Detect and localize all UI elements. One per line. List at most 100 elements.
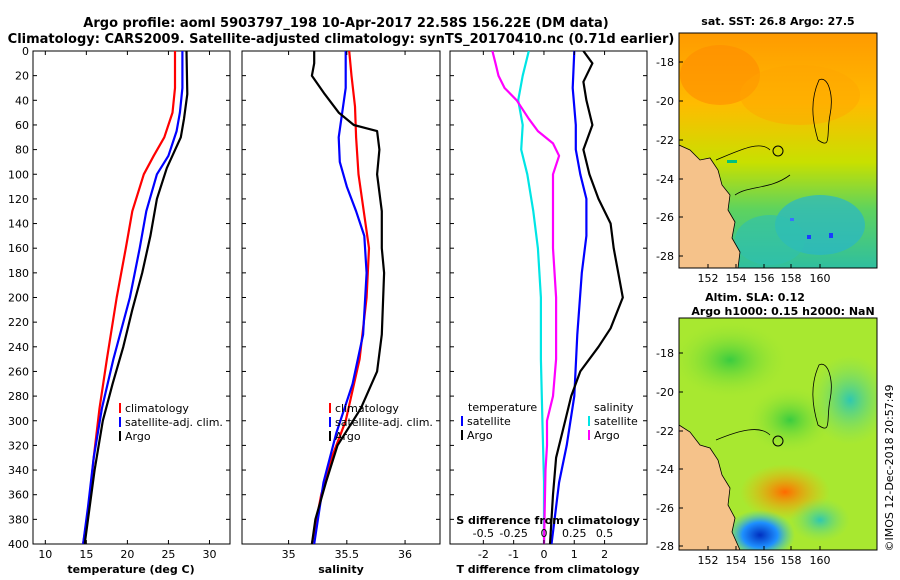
legend-label: satellite bbox=[467, 415, 511, 428]
legend-label: Argo bbox=[335, 430, 361, 443]
x-tick-label: -1 bbox=[508, 548, 519, 561]
legend-header-temperature: temperature bbox=[468, 401, 537, 414]
x-tick-label: 1 bbox=[571, 548, 578, 561]
temperature-series bbox=[82, 51, 189, 544]
lon-tick-label: 160 bbox=[810, 554, 831, 567]
depth-tick-label: 140 bbox=[8, 218, 29, 231]
depth-tick-label: 380 bbox=[8, 513, 29, 526]
sla-low-eddy bbox=[725, 510, 795, 550]
sla-patch bbox=[790, 498, 850, 542]
salinity-series bbox=[310, 51, 386, 544]
lon-tick-label: 152 bbox=[698, 554, 719, 567]
series-line-argo bbox=[83, 51, 189, 544]
sst-pixel bbox=[807, 235, 811, 239]
lat-tick-label: -28 bbox=[656, 540, 674, 553]
lon-tick-label: 160 bbox=[810, 272, 831, 285]
sla-map-frame bbox=[678, 317, 878, 551]
temperature-axes-frame bbox=[32, 50, 231, 545]
depth-tick-label: 320 bbox=[8, 439, 29, 452]
lat-tick-label: -24 bbox=[656, 463, 674, 476]
series-line-climatology bbox=[310, 51, 371, 544]
x-tick-label: 25 bbox=[161, 548, 175, 561]
bathymetry-contour bbox=[812, 363, 832, 429]
difference-series bbox=[491, 51, 624, 544]
bathymetry-contour bbox=[734, 174, 791, 196]
lon-tick-label: 152 bbox=[698, 272, 719, 285]
depth-tick-label: 20 bbox=[15, 70, 29, 83]
lon-tick-label: 158 bbox=[781, 272, 802, 285]
difference-axes-frame bbox=[449, 50, 648, 545]
x-tick-label: 20 bbox=[120, 548, 134, 561]
lat-tick-label: -22 bbox=[656, 425, 674, 438]
depth-tick-label: 360 bbox=[8, 489, 29, 502]
temperature-panel: 0 20 40 60 80 100 120 140 160 180 200 220 240 260 280 3… bbox=[8, 45, 231, 576]
x-tick-label: 15 bbox=[79, 548, 93, 561]
x-tick-label: 36 bbox=[398, 548, 412, 561]
lat-tick-label: -24 bbox=[656, 173, 674, 186]
series-line-t-satellite bbox=[550, 51, 588, 544]
legend-label: climatology bbox=[125, 402, 189, 415]
difference-top-axis-label: S difference from climatology bbox=[456, 514, 640, 527]
legend-label: satellite bbox=[594, 415, 638, 428]
sst-warm-patch bbox=[680, 45, 760, 105]
sst-map-frame bbox=[678, 32, 878, 269]
argo-position-marker bbox=[772, 145, 784, 157]
sla-patch bbox=[810, 355, 877, 445]
series-line-s-satellite bbox=[517, 51, 546, 544]
legend-label: climatology bbox=[335, 402, 399, 415]
legend-label: Argo bbox=[594, 429, 620, 442]
sst-cool-patch bbox=[735, 215, 805, 265]
depth-tick-label: 260 bbox=[8, 365, 29, 378]
depth-tick-label: 240 bbox=[8, 341, 29, 354]
lat-tick-label: -26 bbox=[656, 211, 674, 224]
lon-tick-label: 154 bbox=[726, 554, 747, 567]
depth-tick-label: 300 bbox=[8, 415, 29, 428]
series-line-t-argo bbox=[548, 51, 624, 544]
sst-warm-patch bbox=[740, 65, 860, 125]
depth-tick-label: 120 bbox=[8, 193, 29, 206]
series-line-satellite-adj-clim- bbox=[313, 51, 368, 544]
difference-panel: -2 -1 0 1 2 -0.5 -0.25 0 0.25 0.5 T difference fr… bbox=[449, 50, 648, 576]
argo-position-marker bbox=[772, 435, 784, 447]
lon-tick-label: 158 bbox=[781, 554, 802, 567]
depth-tick-label: 200 bbox=[8, 292, 29, 305]
series-line-argo bbox=[310, 51, 386, 544]
land-australia bbox=[679, 144, 741, 268]
top-tick-label: -0.5 bbox=[473, 527, 494, 540]
sla-map-title1: Altim. SLA: 0.12 bbox=[705, 291, 805, 304]
depth-tick-label: 340 bbox=[8, 464, 29, 477]
imos-credit: ©IMOS 12-Dec-2018 20:57:49 bbox=[883, 385, 896, 552]
lat-tick-label: -18 bbox=[656, 347, 674, 360]
depth-tick-label: 280 bbox=[8, 390, 29, 403]
lon-tick-label: 156 bbox=[754, 554, 775, 567]
x-tick-label: 35.5 bbox=[335, 548, 360, 561]
lat-tick-label: -26 bbox=[656, 502, 674, 515]
series-line-s-argo bbox=[491, 51, 561, 544]
sst-pixel bbox=[727, 160, 737, 163]
sst-pixel bbox=[790, 218, 794, 221]
x-tick-label: 0 bbox=[540, 548, 547, 561]
series-line-satellite-adj-clim- bbox=[82, 51, 184, 544]
bathymetry-contour bbox=[812, 78, 832, 144]
x-tick-label: -2 bbox=[478, 548, 489, 561]
land-australia bbox=[679, 424, 741, 550]
sla-map: Altim. SLA: 0.12 Argo h1000: 0.15 h2000:… bbox=[656, 291, 878, 567]
x-tick-label: 10 bbox=[38, 548, 52, 561]
lat-tick-label: -20 bbox=[656, 95, 674, 108]
sst-map-ticks: -18 -20 -22 -24 -26 -28 152 154 156 158 160 bbox=[656, 56, 830, 285]
legend-label: satellite-adj. clim. bbox=[335, 416, 433, 429]
x-tick-label: 2 bbox=[601, 548, 608, 561]
depth-tick-label: 100 bbox=[8, 168, 29, 181]
sst-map-title: sat. SST: 26.8 Argo: 27.5 bbox=[701, 15, 854, 28]
bathymetry-contour bbox=[715, 145, 771, 161]
bathymetry-contour bbox=[715, 429, 771, 441]
lat-tick-label: -18 bbox=[656, 56, 674, 69]
top-tick-label: 0 bbox=[540, 527, 547, 540]
temperature-axis-ticks: 0 20 40 60 80 100 120 140 160 180 200 220 240 260 280 3… bbox=[8, 45, 230, 561]
lat-tick-label: -28 bbox=[656, 250, 674, 263]
depth-tick-label: 400 bbox=[8, 538, 29, 551]
sst-map: sat. SST: 26.8 Argo: 27.5 -18 -20 -22 -24 -2… bbox=[656, 15, 878, 285]
difference-legend: temperature salinitysatelliteArgosatellit… bbox=[461, 401, 638, 442]
